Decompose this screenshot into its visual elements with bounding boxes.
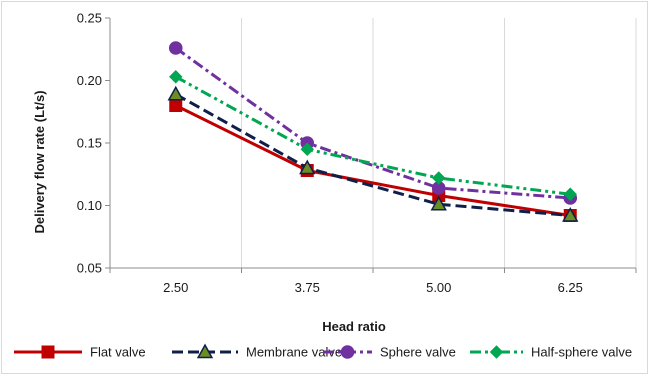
- legend-item: Half-sphere valve: [470, 345, 632, 360]
- legend-item: Sphere valve: [323, 345, 456, 360]
- data-point: [169, 99, 183, 112]
- data-point: [299, 159, 316, 175]
- x-tick-label: 3.75: [295, 280, 320, 295]
- y-axis-title: Delivery flow rate (Lt/s): [32, 90, 47, 233]
- x-tick-label: 2.50: [163, 280, 188, 295]
- data-point: [300, 142, 314, 156]
- tick-labels: 0.05 0.10 0.15 0.20 0.25 2.50 3.75 5.00 6.25: [77, 11, 583, 296]
- x-axis-title: Head ratio: [322, 319, 386, 334]
- legend-marker: [196, 343, 214, 359]
- x-tick-label: 5.00: [426, 280, 451, 295]
- legend-marker: [489, 345, 504, 359]
- legend: Flat valve Membrane valve Sphere valve Half…: [14, 343, 632, 360]
- x-tick-label: 6.25: [558, 280, 583, 295]
- series-line: [175, 75, 571, 196]
- data-point: [430, 195, 447, 211]
- series-membrane-valve: [167, 85, 579, 222]
- legend-marker: [340, 345, 355, 359]
- y-tick-label: 0.20: [77, 73, 102, 88]
- data-point: [432, 171, 446, 185]
- data-point: [168, 41, 183, 55]
- y-tick-label: 0.05: [77, 261, 102, 276]
- y-tick-label: 0.15: [77, 136, 102, 151]
- series-half-sphere-valve: [169, 70, 577, 201]
- y-tick-label: 0.25: [77, 11, 102, 26]
- series-line: [174, 46, 571, 200]
- data-point: [563, 187, 577, 201]
- legend-label: Half-sphere valve: [531, 345, 632, 360]
- legend-label: Flat valve: [90, 345, 146, 360]
- series-line: [175, 104, 571, 217]
- grid-lines: [241, 18, 637, 268]
- series-layer: [167, 41, 579, 222]
- data-point: [167, 85, 184, 101]
- data-point: [562, 207, 579, 222]
- series-line: [175, 92, 571, 217]
- legend-label: Sphere valve: [380, 345, 456, 360]
- legend-item: Flat valve: [14, 345, 146, 360]
- legend-marker: [41, 345, 55, 359]
- legend-item: Membrane valve: [172, 343, 342, 360]
- y-tick-label: 0.10: [77, 198, 102, 213]
- legend-label: Membrane valve: [246, 345, 342, 360]
- axes: [105, 17, 637, 273]
- data-point: [169, 70, 183, 84]
